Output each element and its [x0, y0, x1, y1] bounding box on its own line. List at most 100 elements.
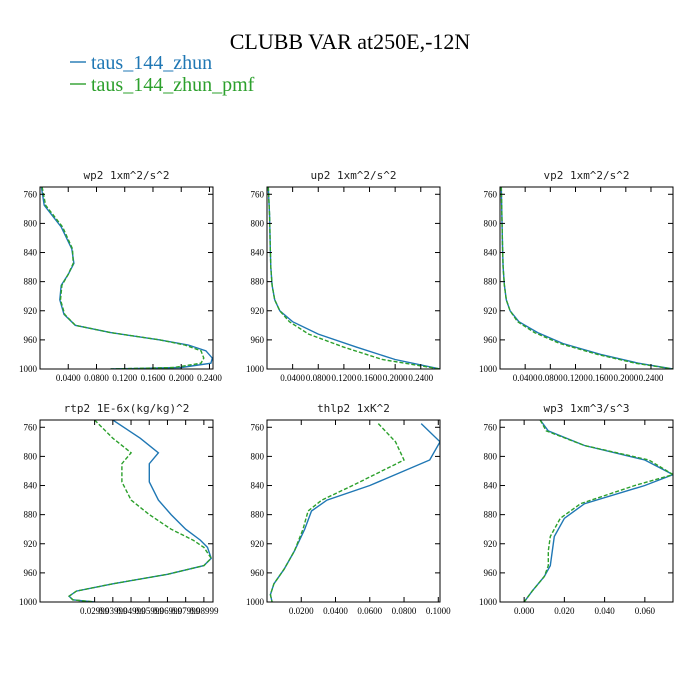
y-tick-label: 1000	[246, 597, 265, 607]
plot-frame	[266, 186, 441, 370]
y-tick-label: 840	[24, 481, 38, 491]
x-tick-label: 0.0800	[538, 373, 563, 383]
y-tick-label: 840	[24, 248, 38, 258]
x-tick-label: 0.2000	[383, 373, 408, 383]
series-line	[68, 420, 213, 602]
chart-panels: wp2 1xm^2/s^2 760 800 840 880 920 960 1000 0.040…	[19, 169, 674, 616]
y-tick-label: 760	[24, 422, 38, 432]
y-tick-label: 800	[24, 451, 38, 461]
x-tick-label: 0.2000	[169, 373, 194, 383]
x-tick-label: 0.0400	[56, 373, 81, 383]
y-tick-label: 920	[484, 306, 498, 316]
y-tick-label: 880	[251, 510, 265, 520]
y-tick-label: 840	[484, 481, 498, 491]
x-tick-label: 0.07999	[171, 606, 201, 616]
series-line	[500, 187, 673, 369]
legend-label: taus_144_zhun	[91, 52, 212, 74]
x-tick-label: 0.0800	[306, 373, 331, 383]
panel-title: wp3 1xm^3/s^3	[543, 402, 629, 415]
y-tick-label: 800	[24, 218, 38, 228]
y-tick-label: 800	[251, 218, 265, 228]
y-tick-label: 800	[251, 451, 265, 461]
y-tick-label: 760	[24, 189, 38, 199]
y-tick-label: 920	[24, 539, 38, 549]
panel: rtp2 1E-6x(kg/kg)^2 760 800 840 880 920 960 100…	[19, 402, 219, 616]
x-tick-label: 0.1200	[563, 373, 588, 383]
series-line	[269, 423, 440, 602]
x-tick-label: 0.0600	[357, 606, 382, 616]
y-tick-label: 840	[484, 248, 498, 258]
panel: wp2 1xm^2/s^2 760 800 840 880 920 960 1000 0.040…	[19, 169, 222, 383]
x-tick-label: 0.2400	[197, 373, 222, 383]
y-tick-label: 840	[251, 248, 265, 258]
x-tick-label: 0.02999	[80, 606, 110, 616]
x-tick-label: 0.0800	[84, 373, 109, 383]
x-tick-label: 0.0400	[513, 373, 538, 383]
x-tick-label: 0.0400	[280, 373, 305, 383]
y-tick-label: 1000	[479, 597, 498, 607]
panel-title: rtp2 1E-6x(kg/kg)^2	[64, 402, 190, 415]
x-tick-label: 0.2400	[639, 373, 664, 383]
plot-frame	[499, 419, 674, 603]
x-tick-label: 0.04999	[116, 606, 146, 616]
y-tick-label: 880	[251, 277, 265, 287]
x-tick-label: 0.1200	[112, 373, 137, 383]
x-tick-label: 0.0400	[323, 606, 348, 616]
series-line	[68, 420, 213, 602]
plot-frame	[266, 419, 441, 603]
y-tick-label: 760	[251, 189, 265, 199]
y-tick-label: 960	[484, 568, 498, 578]
x-tick-label: 0.05999	[135, 606, 165, 616]
legend-label: taus_144_zhun_pmf	[91, 74, 255, 96]
y-tick-label: 960	[251, 335, 265, 345]
figure-title: CLUBB VAR at250E,-12N	[230, 29, 471, 54]
x-tick-label: 0.03999	[98, 606, 128, 616]
panel: wp3 1xm^3/s^3 760 800 840 880 920 960 1000 0.000…	[479, 402, 674, 616]
y-tick-label: 760	[251, 422, 265, 432]
y-tick-label: 800	[484, 218, 498, 228]
panel: up2 1xm^2/s^2 760 800 840 880 920 960 1000 0.040…	[246, 169, 441, 383]
x-tick-label: 0.1000	[426, 606, 451, 616]
panel-title: vp2 1xm^2/s^2	[543, 169, 629, 182]
y-tick-label: 840	[251, 481, 265, 491]
series-line	[523, 420, 673, 602]
plot-frame	[499, 186, 674, 370]
x-tick-label: 0.08999	[189, 606, 219, 616]
x-tick-label: 0.1600	[588, 373, 613, 383]
series-line	[267, 187, 440, 369]
y-tick-label: 880	[24, 277, 38, 287]
x-tick-label: 0.0200	[289, 606, 314, 616]
y-tick-label: 960	[484, 335, 498, 345]
y-tick-label: 1000	[479, 364, 498, 374]
plot-frame	[39, 419, 214, 603]
y-tick-label: 960	[251, 568, 265, 578]
series-line	[40, 187, 213, 369]
x-tick-label: 0.06999	[153, 606, 183, 616]
x-tick-label: 0.0800	[392, 606, 417, 616]
y-tick-label: 920	[24, 306, 38, 316]
y-tick-label: 1000	[19, 597, 38, 607]
y-tick-label: 920	[484, 539, 498, 549]
series-line	[500, 187, 673, 369]
panel-title: wp2 1xm^2/s^2	[83, 169, 169, 182]
x-tick-label: 0.000	[514, 606, 535, 616]
x-tick-label: 0.020	[554, 606, 575, 616]
x-tick-label: 0.2400	[408, 373, 433, 383]
panel-title: up2 1xm^2/s^2	[310, 169, 396, 182]
y-tick-label: 960	[24, 568, 38, 578]
panel: vp2 1xm^2/s^2 760 800 840 880 920 960 1000 0.040…	[479, 169, 674, 383]
series-line	[267, 187, 440, 369]
y-tick-label: 760	[484, 422, 498, 432]
series-line	[523, 420, 673, 602]
y-tick-label: 760	[484, 189, 498, 199]
x-tick-label: 0.040	[594, 606, 615, 616]
panel-title: thlp2 1xK^2	[317, 402, 390, 415]
panel: thlp2 1xK^2 760 800 840 880 920 960 1000 0.0200 0…	[246, 402, 451, 616]
series-line	[269, 423, 405, 602]
y-tick-label: 800	[484, 451, 498, 461]
y-tick-label: 960	[24, 335, 38, 345]
series-line	[41, 187, 205, 369]
plot-frame	[39, 186, 214, 370]
